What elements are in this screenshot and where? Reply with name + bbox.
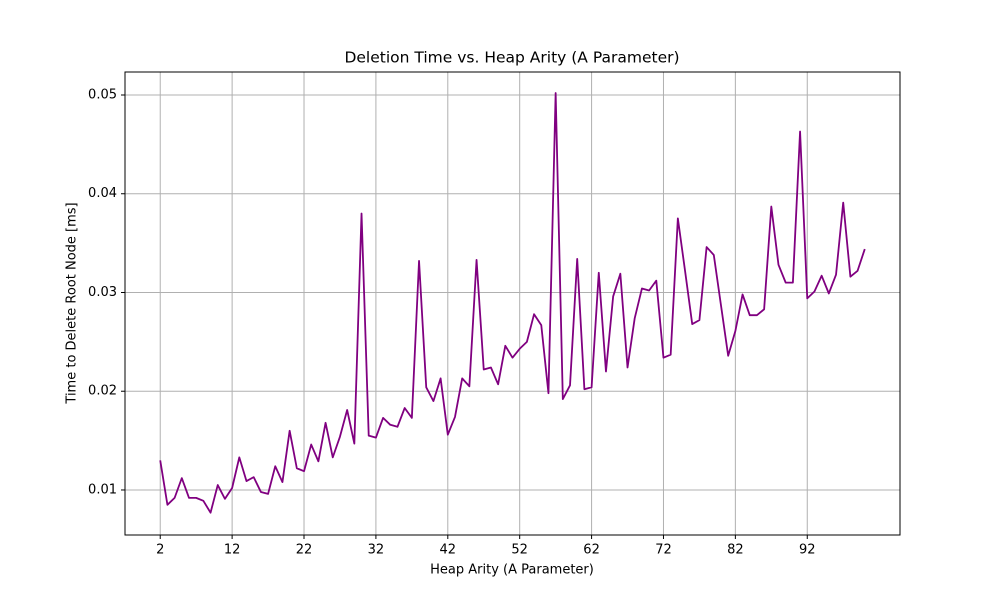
x-tick-label: 2 (156, 543, 164, 558)
x-tick-label: 12 (224, 543, 241, 558)
x-tick-label: 82 (727, 543, 744, 558)
x-tick-label: 22 (296, 543, 313, 558)
y-axis-label: Time to Delete Root Node [ms] (65, 202, 80, 404)
y-tick-label: 0.03 (88, 285, 117, 300)
plot-frame (124, 71, 901, 536)
chart-title: Deletion Time vs. Heap Arity (A Paramete… (344, 49, 679, 67)
x-tick-label: 62 (583, 543, 600, 558)
y-tick-label: 0.02 (88, 384, 117, 399)
y-tick-label: 0.04 (88, 186, 117, 201)
x-axis-label: Heap Arity (A Parameter) (430, 563, 594, 578)
y-tick-label: 0.01 (88, 482, 117, 497)
y-tick-label: 0.05 (88, 88, 117, 103)
x-tick-label: 52 (511, 543, 528, 558)
data-line (159, 92, 866, 514)
x-tick-label: 72 (655, 543, 672, 558)
x-tick-label: 92 (799, 543, 816, 558)
x-tick-label: 32 (368, 543, 385, 558)
x-tick-label: 42 (440, 543, 457, 558)
